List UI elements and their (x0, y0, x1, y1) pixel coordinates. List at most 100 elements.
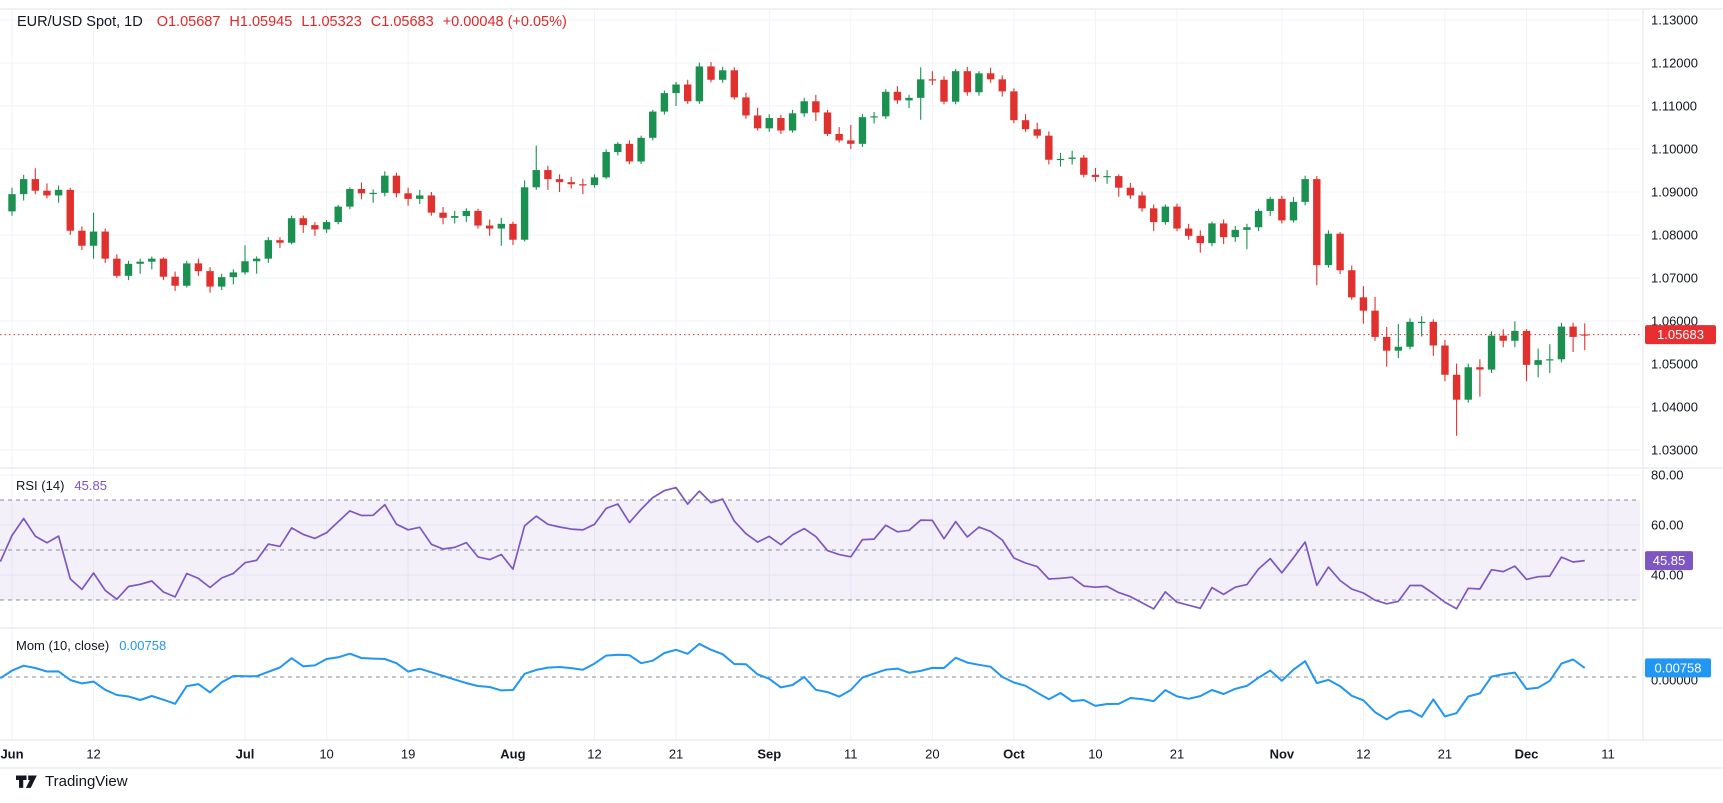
time-tick-label[interactable]: 21 (1438, 747, 1452, 762)
ohlc-close: C1.05683 (370, 14, 434, 30)
candle-body (753, 115, 762, 129)
candle-body (823, 112, 832, 134)
price-axis-label[interactable]: 1.10000 (1651, 142, 1698, 157)
time-tick-label[interactable]: 21 (1170, 747, 1184, 762)
candle-body (788, 113, 797, 131)
price-axis-label[interactable]: 1.04000 (1651, 400, 1698, 415)
candle-body (1021, 120, 1030, 130)
candle-body (660, 93, 669, 112)
price-axis-label[interactable]: 1.11000 (1651, 99, 1697, 114)
price-axis-label[interactable]: 1.03000 (1651, 443, 1698, 458)
candle-body (986, 73, 995, 80)
candle-body (1243, 227, 1251, 230)
candle-body (66, 189, 74, 231)
candle-body (474, 210, 482, 226)
candle-body (1161, 206, 1170, 223)
price-axis-label[interactable]: 1.12000 (1651, 56, 1698, 71)
candle-body (730, 70, 738, 98)
candle-body (43, 190, 51, 196)
time-tick-label[interactable]: Dec (1515, 747, 1539, 762)
candle-body (252, 258, 261, 262)
candle-body (1476, 367, 1484, 370)
price-axis-label[interactable]: 1.08000 (1651, 228, 1698, 243)
time-tick-label[interactable]: 21 (669, 747, 683, 762)
time-tick-label[interactable]: Jun (0, 747, 23, 762)
footer: TradingView (16, 773, 128, 790)
price-axis-label[interactable]: 1.06000 (1651, 314, 1698, 329)
candle-body (218, 277, 226, 287)
price-axis-label[interactable]: 1.09000 (1651, 185, 1698, 200)
candle-body (870, 116, 878, 118)
candle-body (1010, 91, 1018, 121)
time-tick-label[interactable]: 10 (1088, 747, 1102, 762)
candle-body (1394, 346, 1403, 351)
candle-body (1231, 229, 1239, 238)
ohlc-change: +0.00048 (+0.05%) (442, 14, 567, 30)
candle-body (509, 223, 517, 240)
candle-body (1534, 360, 1542, 365)
candle-body (800, 101, 808, 114)
mom-legend[interactable]: Mom (10, close) 0.00758 (16, 638, 166, 653)
candle-body (1289, 201, 1298, 221)
rsi-axis-label[interactable]: 40.00 (1651, 568, 1684, 583)
rsi-line (0, 486, 1585, 610)
candle-body (1464, 367, 1472, 400)
candle-body (229, 272, 238, 278)
candle-body (241, 261, 249, 273)
candle-body (1313, 179, 1321, 266)
rsi-axis-label[interactable]: 80.00 (1651, 468, 1684, 483)
time-tick-label[interactable]: 12 (86, 747, 100, 762)
candle-body (590, 177, 599, 186)
candle-body (19, 179, 28, 195)
time-tick-label[interactable]: 19 (401, 747, 415, 762)
time-tick-label[interactable]: 10 (319, 747, 333, 762)
rsi-value: 45.85 (74, 478, 107, 493)
candle-body (8, 194, 16, 212)
mom-title: Mom (10, close) (16, 638, 110, 653)
candle-body (1266, 198, 1274, 211)
candle-body (334, 206, 342, 223)
rsi-legend[interactable]: RSI (14) 45.85 (16, 478, 107, 493)
candle-body (485, 225, 494, 229)
candle-body (893, 91, 902, 101)
candle-body (1033, 129, 1041, 136)
candle-body (136, 261, 144, 264)
candle-body (1301, 179, 1309, 202)
rsi-axis-label[interactable]: 60.00 (1651, 518, 1684, 533)
time-tick-label[interactable]: Nov (1270, 747, 1295, 762)
candle-body (1452, 374, 1461, 400)
candle-body (31, 179, 39, 191)
price-axis-label[interactable]: 1.07000 (1651, 271, 1698, 286)
candle-body (637, 137, 645, 162)
time-tick-label[interactable]: Jul (236, 747, 255, 762)
candle-body (765, 118, 773, 129)
time-tick-label[interactable]: 11 (1601, 747, 1615, 762)
candle-body (276, 240, 284, 243)
symbol-legend[interactable]: EUR/USD Spot, 1D O1.05687 H1.05945 L1.05323… (17, 14, 576, 30)
candle-body (1068, 157, 1076, 159)
tradingview-logo-icon[interactable] (16, 773, 38, 790)
time-tick-label[interactable]: 20 (925, 747, 939, 762)
candle-body (1359, 297, 1368, 311)
candle-body (416, 195, 424, 199)
rsi-value-badge (1645, 551, 1693, 571)
time-tick-label[interactable]: 12 (587, 747, 601, 762)
price-axis-label[interactable]: 1.13000 (1651, 13, 1698, 28)
candle-body (1511, 330, 1519, 341)
candle-body (928, 79, 937, 81)
time-tick-label[interactable]: Sep (757, 747, 781, 762)
time-tick-label[interactable]: 12 (1356, 747, 1370, 762)
candle-body (299, 218, 307, 226)
time-tick-label[interactable]: Aug (500, 747, 525, 762)
price-axis-label[interactable]: 1.05000 (1651, 357, 1698, 372)
candle-body (124, 263, 133, 276)
candle-body (812, 101, 820, 113)
candle-body (1278, 198, 1286, 221)
candle-body (695, 66, 704, 102)
time-tick-label[interactable]: 11 (844, 747, 858, 762)
candle-body (451, 216, 459, 218)
candle-body (1417, 321, 1426, 324)
time-tick-label[interactable]: Oct (1003, 747, 1025, 762)
